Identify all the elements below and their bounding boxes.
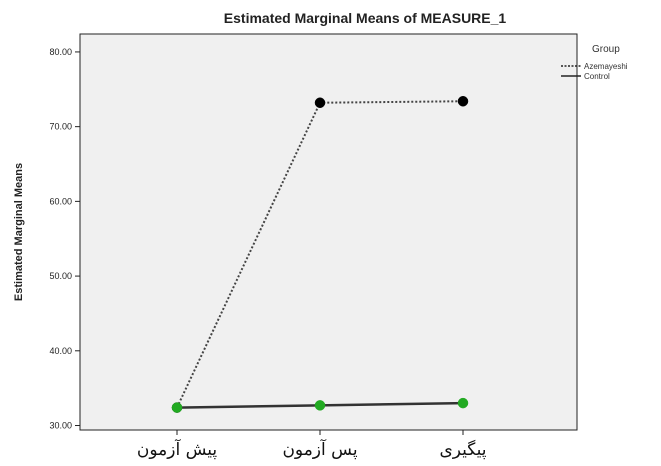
series-layer <box>171 95 469 413</box>
y-tick-label: 60.00 <box>49 196 72 206</box>
y-axis-label: Estimated Marginal Means <box>13 163 25 301</box>
legend-label-azemayeshi: Azemayeshi <box>584 62 628 71</box>
y-tick-label: 40.00 <box>49 346 72 356</box>
data-point-control <box>457 397 469 409</box>
legend-title: Group <box>592 44 620 55</box>
plot-area <box>79 33 578 431</box>
data-point-azemayeshi <box>457 95 469 107</box>
legend-label-control: Control <box>584 72 610 81</box>
y-tick-label: 50.00 <box>49 271 72 281</box>
data-point-azemayeshi <box>314 97 326 108</box>
y-tick-label: 80.00 <box>49 47 72 57</box>
x-axis: پیش آزمون پس آزمون پیگیری <box>137 430 487 460</box>
x-tick-label: پیگیری <box>439 439 486 460</box>
chart-title: Estimated Marginal Means of MEASURE_1 <box>224 10 507 26</box>
y-tick-label: 70.00 <box>49 122 72 132</box>
y-tick-label: 30.00 <box>49 421 72 431</box>
x-tick-label: پیش آزمون <box>137 438 218 460</box>
data-point-control <box>171 402 183 413</box>
data-point-control <box>314 400 326 411</box>
y-axis: 30.00 40.00 50.00 60.00 70.00 80.00 <box>49 47 80 431</box>
x-tick-label: پس آزمون <box>282 438 357 460</box>
